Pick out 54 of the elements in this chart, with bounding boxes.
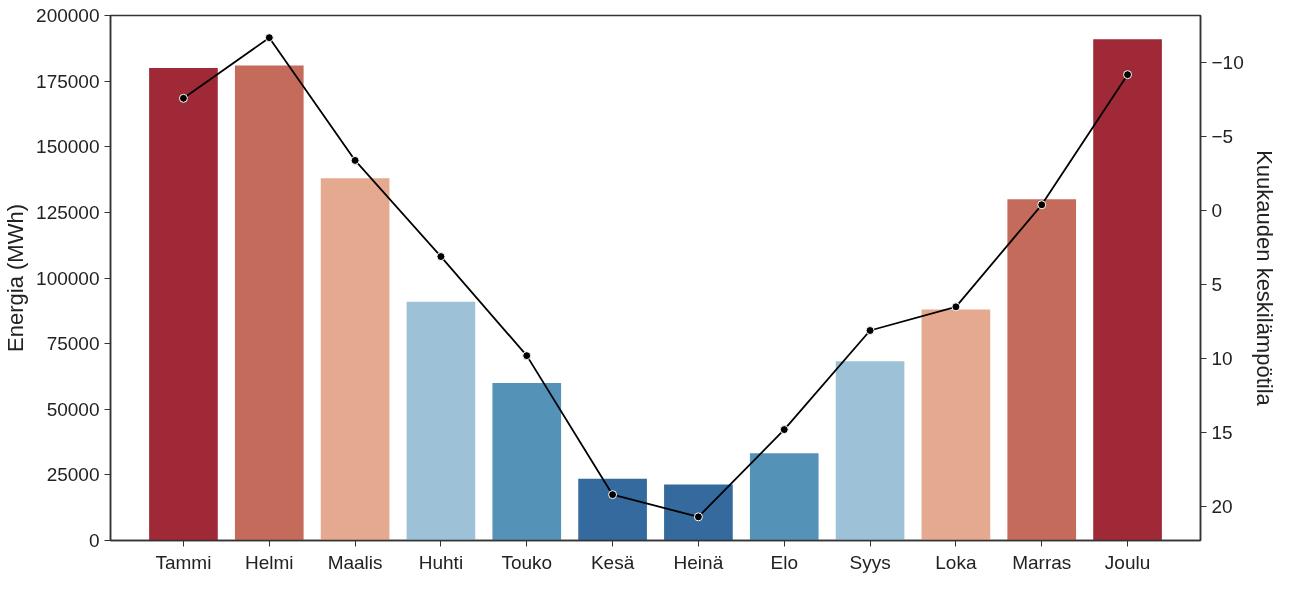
y-axis-title: Energia (MWh) (3, 204, 29, 352)
y2-tick-label: 20 (1211, 495, 1233, 517)
x-tick-label: Syys (849, 551, 891, 573)
x-tick-label: Marras (1012, 551, 1072, 573)
x-tick-label: Heinä (673, 551, 724, 573)
y-tick-label: 175000 (36, 70, 100, 92)
x-tick-label: Tammi (155, 551, 212, 573)
y2-tick-label: 10 (1211, 348, 1233, 370)
y2-axis-title: Kuukauden keskilämpötila (1251, 150, 1277, 407)
bar (492, 383, 562, 541)
point (522, 351, 532, 361)
y-tick-label: 25000 (46, 464, 100, 486)
y-tick-label: 50000 (46, 398, 100, 420)
point (693, 512, 703, 522)
point (1123, 70, 1133, 80)
x-tick-label: Kesä (590, 551, 635, 573)
y-tick-label: 125000 (36, 201, 100, 223)
bar (921, 309, 991, 541)
bar (149, 68, 218, 541)
y2-tick-label: 5 (1211, 274, 1223, 296)
x-tick-label: Huhti (418, 551, 464, 573)
point (779, 425, 789, 435)
bar (578, 478, 647, 541)
bar (406, 301, 476, 541)
bar (1007, 199, 1077, 541)
y-tick-label: 150000 (36, 136, 100, 158)
point (178, 93, 188, 103)
bar (1093, 39, 1162, 541)
y2-tick-label: 15 (1211, 422, 1233, 444)
x-tick-label: Elo (770, 551, 798, 573)
x-tick-label: Joulu (1104, 551, 1151, 573)
y-tick-label: 0 (88, 530, 100, 551)
bar (320, 178, 390, 541)
bar (234, 65, 304, 541)
point (951, 302, 961, 312)
point (350, 155, 360, 165)
x-tick-label: Helmi (245, 551, 294, 573)
y-tick-label: 200000 (36, 5, 100, 26)
bar (835, 361, 905, 541)
x-tick-label: Touko (501, 551, 553, 573)
y2-tick-label: 0 (1211, 200, 1223, 222)
point (865, 326, 875, 335)
point (436, 252, 446, 262)
point (1037, 200, 1047, 210)
point (608, 490, 618, 500)
y2-tick-label: −10 (1211, 52, 1244, 74)
x-tick-label: Maalis (327, 551, 383, 573)
bar (664, 484, 733, 541)
y2-tick-label: −5 (1211, 126, 1234, 148)
y-tick-label: 75000 (46, 333, 100, 355)
x-tick-label: Loka (935, 551, 977, 573)
point (264, 33, 274, 43)
y-tick-label: 100000 (36, 267, 100, 289)
bar (749, 453, 819, 541)
